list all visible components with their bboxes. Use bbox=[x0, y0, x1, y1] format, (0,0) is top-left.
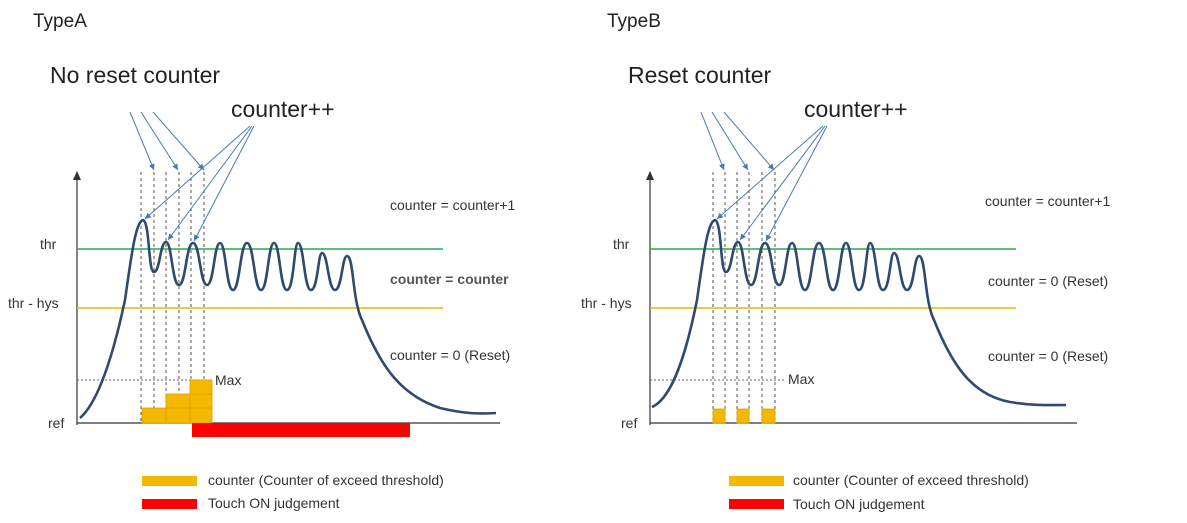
type-a-counter-blocks bbox=[141, 379, 213, 424]
type-b-ann-above: counter = counter+1 bbox=[985, 193, 1111, 209]
type-a-ann-below: counter = 0 (Reset) bbox=[390, 347, 510, 363]
type-a-top-arrows bbox=[129, 111, 205, 171]
type-a-legend-touch-swatch bbox=[142, 499, 197, 509]
type-a-title: No reset counter bbox=[50, 62, 220, 88]
type-b-peak-arrows bbox=[716, 125, 828, 242]
type-b-y-axis-arrow-icon bbox=[646, 171, 654, 180]
type-a-legend-touch: Touch ON judgement bbox=[208, 495, 340, 511]
panel-type-a: TypeA No reset counter counter++ thr thr… bbox=[8, 11, 516, 511]
type-a-ref-label: ref bbox=[48, 415, 64, 431]
type-b-counter-blocks bbox=[712, 408, 776, 424]
type-a-counter-inc-label: counter++ bbox=[231, 96, 335, 122]
type-b-legend-counter-swatch bbox=[729, 476, 784, 486]
type-a-ann-between: counter = counter bbox=[390, 271, 509, 287]
type-a-ann-above: counter = counter+1 bbox=[390, 197, 516, 213]
type-b-signal-curve bbox=[651, 218, 1067, 409]
type-a-thr-label: thr bbox=[40, 236, 57, 252]
type-b-ann-below: counter = 0 (Reset) bbox=[988, 348, 1108, 364]
type-b-guides bbox=[712, 172, 776, 422]
type-a-legend-counter: counter (Counter of exceed threshold) bbox=[208, 472, 444, 488]
type-a-y-axis-arrow-icon bbox=[73, 171, 81, 180]
type-b-ref-label: ref bbox=[621, 415, 637, 431]
type-a-max-label: Max bbox=[215, 372, 241, 388]
type-b-legend-touch: Touch ON judgement bbox=[793, 496, 925, 512]
type-a-legend-counter-swatch bbox=[142, 476, 197, 486]
type-b-counter-inc-label: counter++ bbox=[804, 96, 908, 122]
type-a-signal-curve bbox=[79, 218, 497, 419]
type-b-legend-touch-swatch bbox=[729, 499, 784, 509]
type-a-thr-hys-label: thr - hys bbox=[8, 295, 59, 311]
type-a-touch-bar bbox=[192, 423, 410, 437]
type-b-ann-between: counter = 0 (Reset) bbox=[988, 273, 1108, 289]
type-b-thr-hys-label: thr - hys bbox=[581, 295, 632, 311]
panel-type-b: TypeB Reset counter counter++ thr thr - … bbox=[581, 11, 1111, 512]
type-a-peak-arrows bbox=[144, 125, 255, 242]
type-b-title: Reset counter bbox=[628, 62, 772, 88]
type-b-max-label: Max bbox=[788, 371, 814, 387]
type-a-label: TypeA bbox=[33, 11, 87, 32]
type-b-legend-counter: counter (Counter of exceed threshold) bbox=[793, 472, 1029, 488]
type-b-label: TypeB bbox=[607, 11, 661, 32]
type-b-top-arrows bbox=[700, 111, 775, 171]
type-b-thr-label: thr bbox=[613, 236, 630, 252]
